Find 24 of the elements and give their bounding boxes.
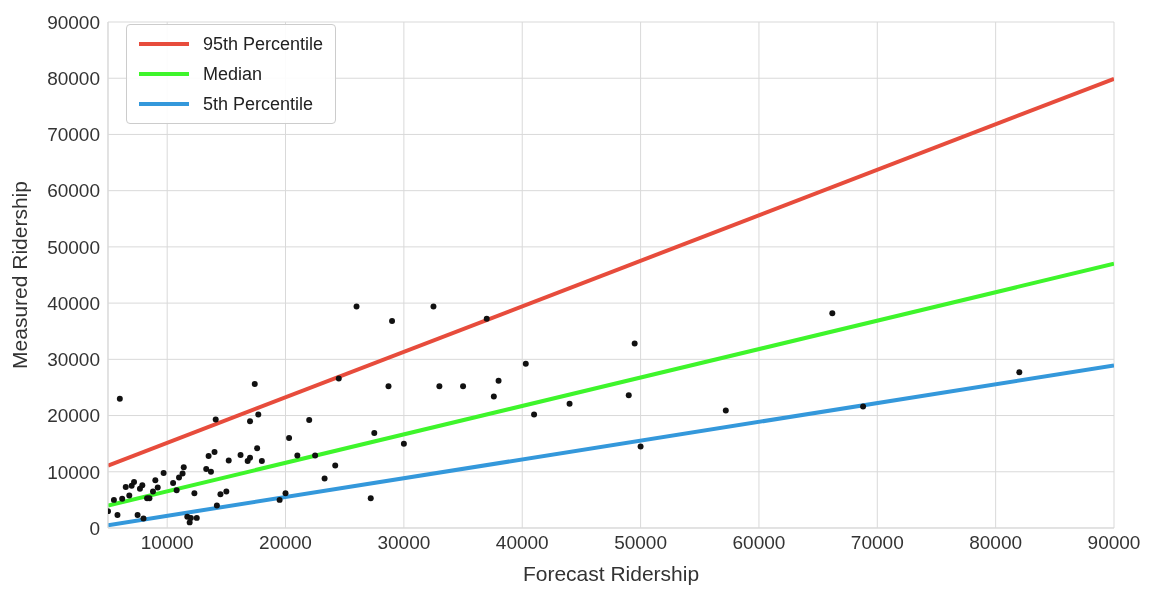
- y-tick-label: 0: [89, 517, 100, 539]
- y-axis-title: Measured Ridership: [8, 181, 32, 369]
- y-tick-label: 40000: [47, 292, 100, 314]
- x-tick-label: 60000: [732, 532, 786, 554]
- x-tick-label: 80000: [969, 532, 1023, 554]
- y-tick-label: 50000: [47, 236, 100, 258]
- x-tick-label: 40000: [495, 532, 549, 554]
- y-tick-label: 30000: [47, 349, 100, 371]
- x-tick-label: 20000: [259, 532, 312, 554]
- x-tick-label: 70000: [850, 532, 904, 554]
- y-tick-label: 10000: [47, 461, 100, 483]
- legend-label: Median: [203, 63, 263, 85]
- y-tick-label: 90000: [47, 11, 100, 33]
- y-tick-label: 80000: [47, 67, 100, 89]
- x-tick-label: 90000: [1087, 532, 1141, 554]
- x-axis-title: Forecast Ridership: [522, 562, 700, 585]
- legend-label: 5th Percentile: [203, 93, 314, 115]
- x-tick-label: 50000: [614, 532, 668, 554]
- y-tick-label: 60000: [47, 180, 100, 202]
- x-tick-label: 30000: [377, 532, 431, 554]
- x-tick-label: 10000: [140, 532, 194, 554]
- y-tick-label: 20000: [47, 405, 100, 427]
- legend-label: 95th Percentile: [203, 33, 324, 55]
- y-tick-label: 70000: [47, 124, 100, 146]
